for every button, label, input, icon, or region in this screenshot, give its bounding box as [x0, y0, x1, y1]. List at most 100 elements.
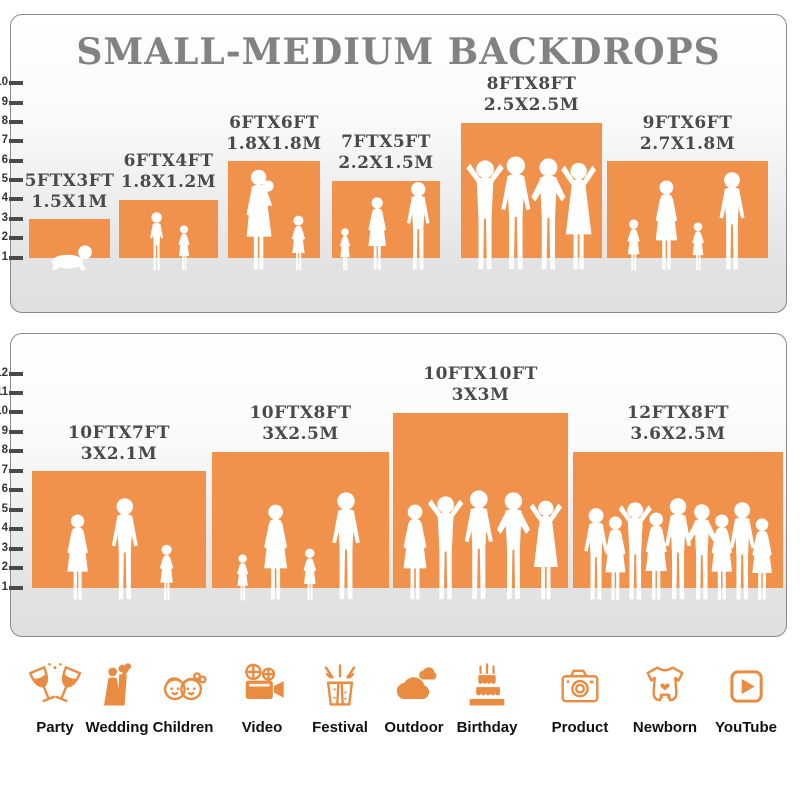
- ruler-tick: [9, 100, 23, 105]
- category-label: Video: [241, 719, 283, 736]
- ruler-number: 9: [1, 95, 8, 108]
- ruler-tick: [9, 488, 23, 493]
- size-feet: 7FTX5FT: [341, 132, 431, 153]
- ruler-number: 3: [1, 541, 8, 554]
- ruler-tick: [9, 120, 23, 125]
- ruler-tick: [9, 566, 23, 571]
- person-silhouette-man: [332, 492, 361, 600]
- person-silhouette-woman: [263, 504, 287, 600]
- backdrop-bar-10ftx7ft: 10FTX7FT 3X2.1M: [32, 423, 206, 601]
- ruler-number: 1: [1, 580, 8, 593]
- backdrop-bar-10ftx8ft: 10FTX8FT 3X2.5M: [212, 403, 389, 601]
- person-silhouette-woman: [67, 514, 88, 600]
- backdrop-bar-5ftx3ft: 5FTX3FT 1.5X1M: [25, 171, 114, 270]
- category-outdoor: Outdoor: [369, 660, 459, 736]
- category-video: Video: [217, 660, 307, 736]
- person-silhouette-girl: [178, 225, 189, 271]
- person-silhouette-woman: [752, 518, 772, 600]
- category-youtube: YouTube: [701, 660, 791, 736]
- size-feet: 8FTX8FT: [486, 74, 577, 95]
- ruler-tick: [9, 139, 23, 144]
- category-label: Outdoor: [384, 719, 444, 736]
- backdrop-bar-6ftx4ft: 6FTX4FT 1.8X1.2M: [119, 151, 218, 271]
- backdrop-size-label: 6FTX6FT 1.8X1.8M: [226, 113, 321, 154]
- party-icon: [29, 663, 81, 703]
- ruler-number: 12: [0, 366, 8, 379]
- category-label: Festival: [312, 719, 368, 736]
- size-feet: 9FTX6FT: [642, 112, 733, 133]
- person-silhouette-manHips: [530, 158, 566, 270]
- ruler-tick: [9, 236, 23, 241]
- person-silhouette-man: [406, 182, 430, 270]
- category-label: Product: [551, 719, 609, 736]
- category-party: Party: [10, 660, 100, 736]
- person-silhouette-manUp: [618, 502, 652, 600]
- person-silhouette-woman: [645, 512, 667, 600]
- category-label: Birthday: [456, 719, 518, 736]
- person-silhouette-womanUp: [561, 162, 597, 270]
- person-silhouette-girl: [291, 215, 306, 271]
- ruler-number: 6: [1, 483, 8, 496]
- backdrop-size-label: 10FTX10FT 3X3M: [423, 364, 537, 405]
- size-feet: 5FTX3FT: [24, 170, 115, 191]
- ruler-number: 6: [1, 153, 8, 166]
- person-silhouette-woman: [368, 197, 386, 270]
- person-silhouette-boy: [149, 212, 163, 270]
- category-festival: Festival: [295, 660, 385, 736]
- person-silhouette-man: [584, 508, 608, 600]
- product-icon: [561, 669, 599, 703]
- backdrop-size-label: 8FTX8FT 2.5X2.5M: [484, 74, 579, 115]
- ruler-tick: [9, 527, 23, 532]
- category-label: Party: [36, 719, 74, 736]
- ruler-tick: [9, 81, 23, 86]
- festival-icon: [324, 664, 356, 706]
- category-label: Newborn: [632, 719, 698, 736]
- backdrop-size-label: 10FTX8FT 3X2.5M: [249, 403, 351, 444]
- ruler-number: 5: [1, 502, 8, 515]
- ruler-number: 10: [0, 405, 8, 418]
- backdrop-bar-6ftx6ft: 6FTX6FT 1.8X1.8M: [226, 113, 321, 271]
- person-silhouette-woman: [655, 180, 677, 270]
- size-feet: 12FTX8FT: [626, 403, 730, 424]
- person-silhouette-manHips: [496, 492, 530, 600]
- size-meters: 2.7X1.8M: [639, 133, 736, 154]
- backdrop-size-label: 10FTX7FT 3X2.1M: [68, 423, 170, 464]
- ruler-number: 3: [1, 211, 8, 224]
- video-icon: [245, 663, 284, 699]
- backdrop-size-label: 12FTX8FT 3.6X2.5M: [627, 403, 729, 444]
- silhouette-group: [577, 497, 779, 601]
- ruler-number: 9: [1, 424, 8, 437]
- silhouette-group: [60, 497, 178, 601]
- category-newborn: Newborn: [620, 660, 710, 736]
- ruler-tick: [9, 585, 23, 590]
- ruler-number: 7: [1, 463, 8, 476]
- person-silhouette-man: [719, 172, 745, 270]
- person-silhouette-girl: [692, 222, 705, 271]
- size-meters: 3X2.5M: [262, 424, 339, 445]
- backdrop-size-label: 7FTX5FT 2.2X1.5M: [338, 132, 433, 173]
- person-silhouette-manHips: [686, 504, 717, 600]
- children-icon: [163, 672, 207, 701]
- ruler-number: 4: [1, 522, 8, 535]
- category-label: Children: [152, 719, 214, 736]
- ruler-tick: [9, 391, 23, 395]
- size-feet: 10FTX7FT: [67, 422, 171, 443]
- wedding-icon: [104, 663, 132, 706]
- category-wedding: Wedding: [72, 660, 162, 736]
- person-silhouette-girl: [236, 554, 248, 601]
- silhouette-group: [623, 171, 753, 271]
- size-meters: 1.8X1.2M: [120, 172, 217, 193]
- size-meters: 1.8X1.8M: [226, 133, 322, 154]
- size-meters: 2.5X2.5M: [483, 94, 580, 115]
- silhouette-group: [238, 168, 310, 271]
- ruler-number: 8: [1, 444, 8, 457]
- ruler-tick: [9, 371, 23, 376]
- person-silhouette-man: [729, 502, 755, 600]
- person-silhouette-woman: [711, 514, 732, 600]
- silhouette-group: [144, 211, 193, 271]
- ruler-tick: [9, 546, 23, 551]
- backdrop-bar-12ftx8ft: 12FTX8FT 3.6X2.5M: [573, 403, 783, 600]
- ruler-tick: [9, 429, 23, 434]
- newborn-icon: [646, 666, 684, 702]
- ruler-number: 11: [0, 386, 8, 398]
